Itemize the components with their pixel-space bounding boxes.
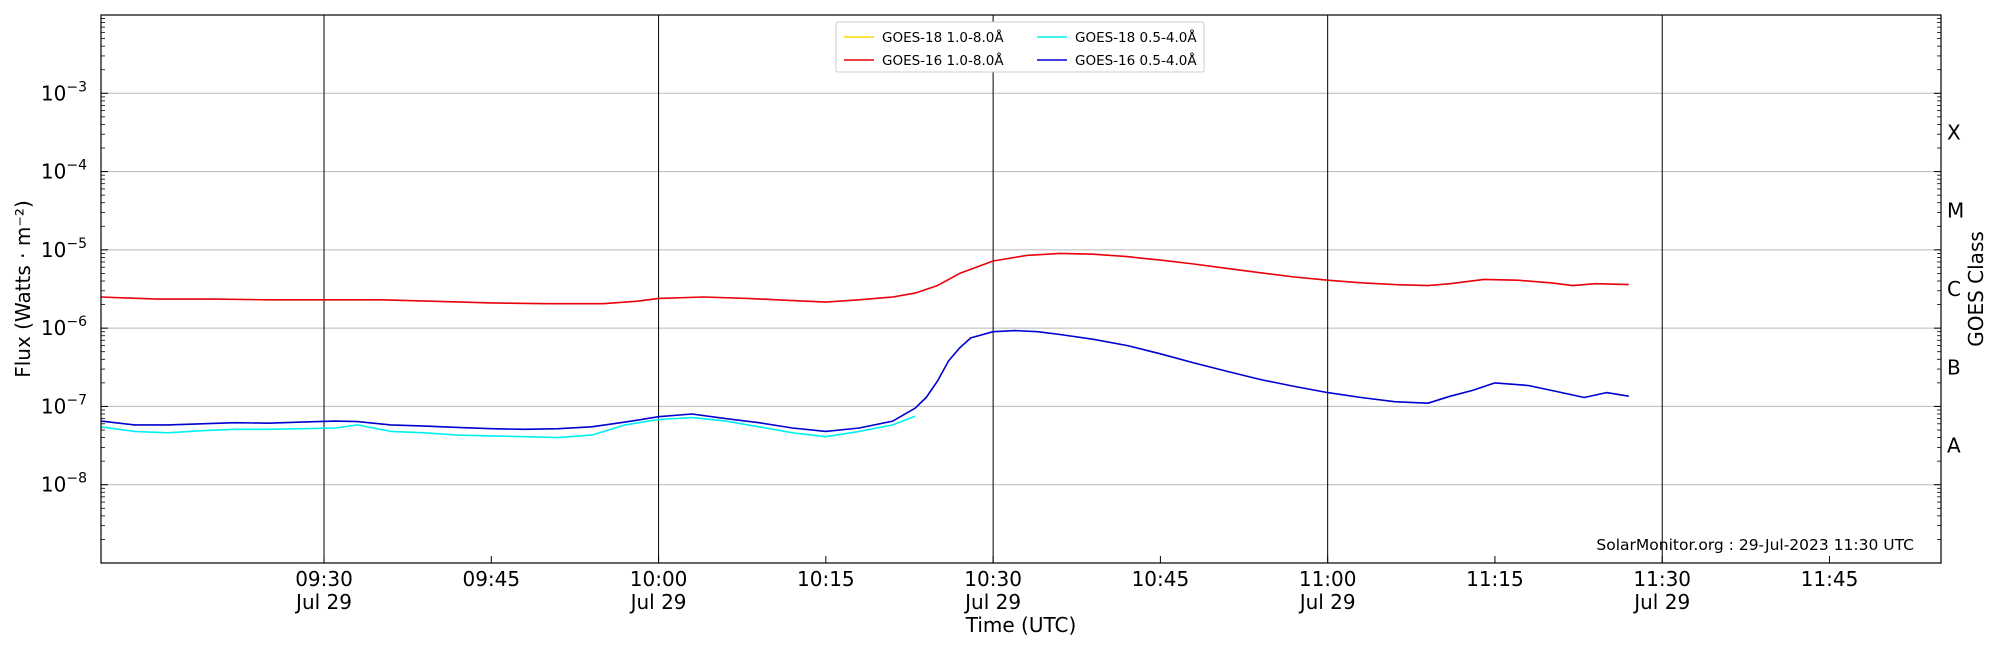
goes-class-label: A: [1947, 434, 1961, 458]
x-tick-label: 11:30: [1633, 567, 1691, 591]
goes-class-label: M: [1947, 199, 1964, 223]
y-tick-exponent: −6: [66, 314, 87, 330]
goes-class-label: B: [1947, 355, 1961, 379]
credit-annotation: SolarMonitor.org : 29-Jul-2023 11:30 UTC: [1596, 536, 1914, 554]
legend-label: GOES-16 1.0-8.0Å: [882, 52, 1004, 69]
x-tick-label: 11:00: [1299, 567, 1357, 591]
x-tick-label: 11:15: [1466, 567, 1524, 591]
y-axis-title: Flux (Watts · m⁻²): [11, 200, 35, 378]
plot-frame: [100, 14, 1942, 564]
y-tick-exponent: −7: [66, 392, 87, 408]
x-tick-label: 10:30: [964, 567, 1022, 591]
x-axis-title: Time (UTC): [965, 613, 1077, 637]
x-tick-label: 09:30: [295, 567, 353, 591]
x-tick-label: 09:45: [462, 567, 520, 591]
x-tick-label: 10:15: [797, 567, 855, 591]
x-tick-label: 11:45: [1801, 567, 1859, 591]
y-tick-base: 10: [41, 160, 66, 184]
legend-label: GOES-18 0.5-4.0Å: [1075, 29, 1197, 46]
legend-label: GOES-18 1.0-8.0Å: [882, 29, 1004, 46]
legend-label: GOES-16 0.5-4.0Å: [1075, 52, 1197, 69]
y-tick-label: 10−3: [41, 79, 87, 105]
legend: GOES-18 1.0-8.0Å GOES-16 1.0-8.0Å GOES-18 …: [835, 21, 1205, 73]
y-tick-base: 10: [41, 316, 66, 340]
y-tick-label: 10−5: [41, 236, 87, 262]
series-line: [100, 329, 1629, 433]
y-tick-exponent: −4: [66, 158, 87, 174]
x-tick-date-label: Jul 29: [963, 590, 1021, 614]
y-tick-exponent: −5: [66, 236, 87, 252]
x-tick-date-label: Jul 29: [1298, 590, 1356, 614]
y-tick-label: 10−4: [41, 158, 87, 184]
x-tick-date-label: Jul 29: [629, 590, 687, 614]
y-tick-base: 10: [41, 81, 66, 105]
x-tick-date-label: Jul 29: [1632, 590, 1690, 614]
x-tick-date-label: Jul 29: [294, 590, 352, 614]
goes-class-label: C: [1947, 277, 1961, 301]
series-line: [100, 415, 916, 439]
x-tick-label: 10:00: [630, 567, 688, 591]
y-tick-exponent: −3: [66, 79, 87, 95]
y-tick-label: 10−8: [41, 471, 87, 497]
x-tick-label: 10:45: [1132, 567, 1190, 591]
y-tick-label: 10−7: [41, 392, 87, 418]
series-line: [100, 252, 1629, 305]
y-tick-label: 10−6: [41, 314, 87, 340]
legend-box: [835, 21, 1205, 73]
y-tick-exponent: −8: [66, 471, 87, 487]
y-tick-base: 10: [41, 238, 66, 262]
y2-axis-title: GOES Class: [1964, 231, 1988, 347]
goes-class-label: X: [1947, 120, 1961, 144]
y-tick-base: 10: [41, 473, 66, 497]
y-tick-base: 10: [41, 394, 66, 418]
